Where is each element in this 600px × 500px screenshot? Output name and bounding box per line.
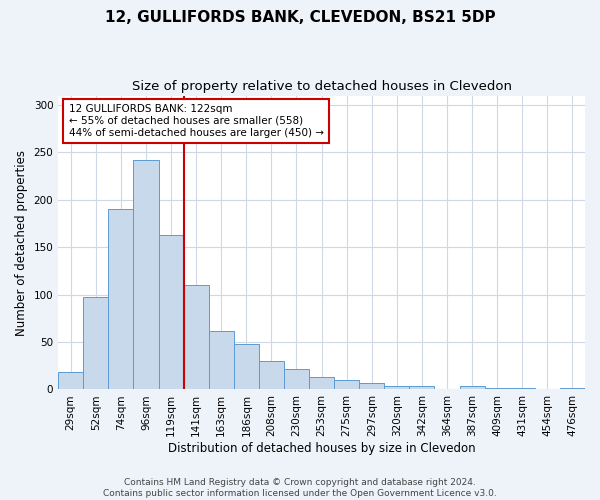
Bar: [409, 386, 434, 390]
Text: 12 GULLIFORDS BANK: 122sqm
← 55% of detached houses are smaller (558)
44% of sem: 12 GULLIFORDS BANK: 122sqm ← 55% of deta…: [69, 104, 324, 138]
Bar: [510, 388, 535, 390]
Bar: [385, 386, 409, 390]
Bar: [184, 285, 209, 390]
Title: Size of property relative to detached houses in Clevedon: Size of property relative to detached ho…: [131, 80, 512, 93]
Bar: [309, 377, 334, 390]
Bar: [259, 361, 284, 390]
Bar: [58, 372, 83, 390]
Bar: [460, 386, 485, 390]
Bar: [284, 368, 309, 390]
Bar: [133, 160, 158, 390]
Bar: [560, 388, 585, 390]
Bar: [234, 344, 259, 390]
Bar: [485, 388, 510, 390]
Bar: [209, 330, 234, 390]
Bar: [158, 235, 184, 390]
Text: 12, GULLIFORDS BANK, CLEVEDON, BS21 5DP: 12, GULLIFORDS BANK, CLEVEDON, BS21 5DP: [104, 10, 496, 25]
Bar: [359, 383, 385, 390]
Bar: [109, 210, 133, 390]
X-axis label: Distribution of detached houses by size in Clevedon: Distribution of detached houses by size …: [168, 442, 475, 455]
Y-axis label: Number of detached properties: Number of detached properties: [15, 150, 28, 336]
Bar: [83, 296, 109, 390]
Text: Contains HM Land Registry data © Crown copyright and database right 2024.
Contai: Contains HM Land Registry data © Crown c…: [103, 478, 497, 498]
Bar: [334, 380, 359, 390]
